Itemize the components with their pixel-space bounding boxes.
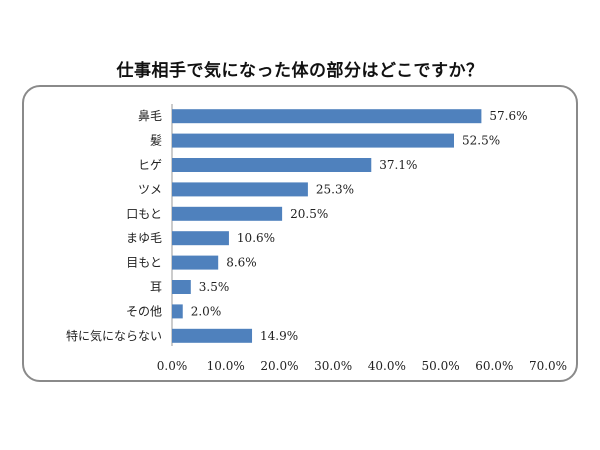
chart-frame: [22, 85, 578, 382]
category-label: 目もと: [126, 256, 162, 270]
x-tick-labels: 0.0% 10.0% 20.0% 30.0% 40.0% 50.0% 60.0% 70.0%: [157, 359, 567, 373]
value-labels: 57.6% 52.5% 37.1% 25.3% 20.5% 10.6% 8.6% 3.5% 2.…: [191, 109, 528, 343]
bar-value-label: 57.6%: [489, 109, 527, 123]
bar: [172, 304, 183, 319]
bar: [172, 231, 229, 246]
bar-value-label: 10.6%: [237, 231, 275, 245]
x-tick-label: 10.0%: [207, 359, 245, 373]
chart-title: 仕事相手で気になった体の部分はどこですか？: [116, 61, 484, 81]
x-tick-label: 30.0%: [314, 359, 352, 373]
x-tick-label: 40.0%: [368, 359, 406, 373]
x-tick-label: 50.0%: [422, 359, 460, 373]
bar-value-label: 25.3%: [316, 182, 354, 196]
x-tick-label: 20.0%: [260, 359, 298, 373]
bar: [172, 255, 219, 270]
x-tick-label: 0.0%: [157, 359, 188, 373]
bar-value-label: 37.1%: [379, 158, 417, 172]
bar: [172, 182, 308, 197]
bar-value-label: 8.6%: [226, 256, 256, 270]
category-label: まゆ毛: [126, 231, 162, 245]
bar: [172, 206, 283, 221]
category-label: その他: [126, 304, 162, 318]
category-label: 口もと: [126, 207, 162, 221]
bar: [172, 133, 454, 148]
category-label: 耳: [150, 280, 162, 294]
x-tick-label: 60.0%: [475, 359, 513, 373]
category-label: ヒゲ: [138, 158, 162, 172]
bar: [172, 158, 372, 172]
bars: [172, 109, 482, 343]
bar-value-label: 3.5%: [199, 280, 230, 294]
bar-value-label: 14.9%: [260, 329, 298, 343]
bar: [172, 280, 191, 294]
bar-value-label: 20.5%: [290, 207, 328, 221]
category-label: ツメ: [138, 182, 162, 196]
bar-value-label: 2.0%: [191, 304, 222, 318]
bar: [172, 328, 253, 343]
bar: [172, 109, 482, 124]
category-label: 髪: [150, 134, 162, 148]
bar-value-label: 52.5%: [462, 134, 500, 148]
category-label: 鼻毛: [138, 108, 162, 123]
category-label: 特に気にならない: [66, 328, 162, 343]
x-tick-label: 70.0%: [529, 359, 567, 373]
